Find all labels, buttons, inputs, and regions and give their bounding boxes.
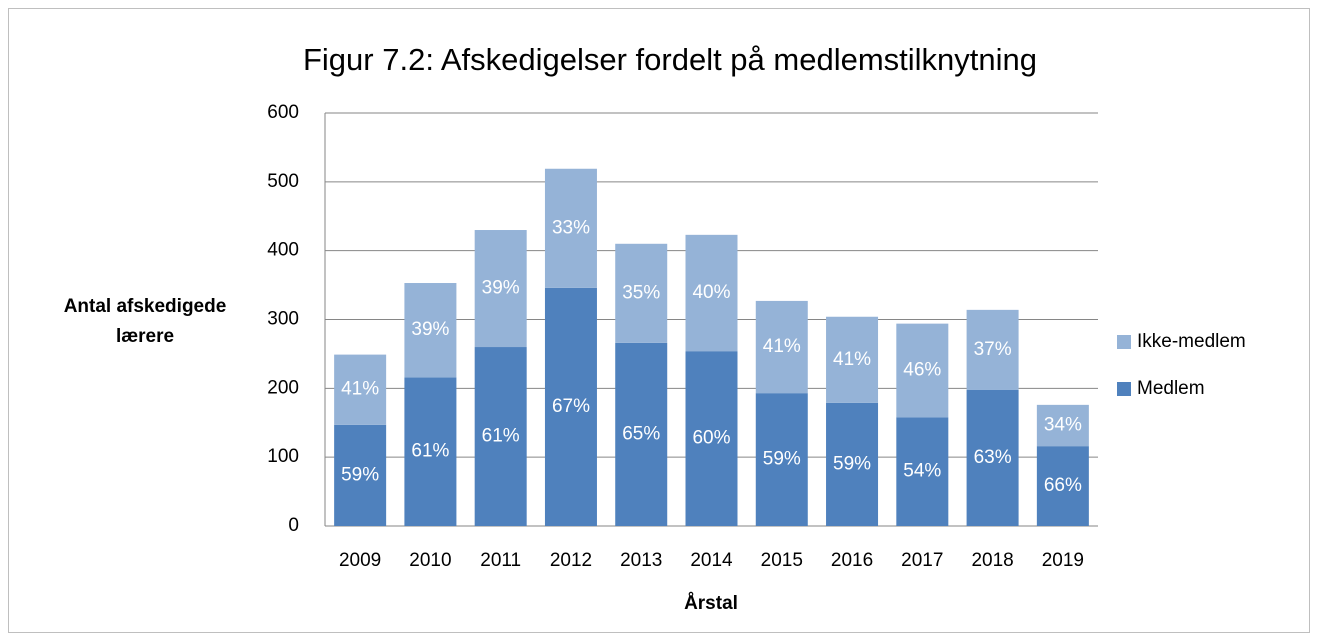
data-label: 35% xyxy=(622,282,660,303)
legend-swatch xyxy=(1117,382,1131,396)
bar-segment xyxy=(544,168,597,288)
data-label: 61% xyxy=(411,441,449,462)
x-axis-title: Årstal xyxy=(684,593,738,614)
x-tick-label: 2017 xyxy=(901,550,943,571)
bar-segment xyxy=(685,351,738,526)
bar-segment xyxy=(404,377,457,526)
x-tick-label: 2010 xyxy=(409,550,451,571)
data-label: 40% xyxy=(692,282,730,303)
bar-segment xyxy=(1036,404,1089,447)
data-label: 63% xyxy=(974,447,1012,468)
bar-segment xyxy=(755,300,808,394)
y-tick-label: 100 xyxy=(267,446,299,467)
x-tick-label: 2019 xyxy=(1042,550,1084,571)
data-label: 65% xyxy=(622,423,660,444)
y-tick-label: 400 xyxy=(267,240,299,261)
bar-segment xyxy=(474,230,527,348)
y-tick-label: 500 xyxy=(267,171,299,192)
x-tick-label: 2014 xyxy=(690,550,733,571)
bar-segment xyxy=(755,393,808,526)
y-axis-title: Antal afskedigede lærere xyxy=(63,296,227,347)
data-label: 61% xyxy=(482,426,520,447)
bar-segment xyxy=(966,309,1019,390)
data-label: 60% xyxy=(692,428,730,449)
bar-segment xyxy=(896,417,949,526)
x-tick-label: 2013 xyxy=(620,550,662,571)
bar-segment xyxy=(615,342,668,526)
bar-segment xyxy=(1036,446,1089,526)
y-tick-label: 300 xyxy=(267,309,299,330)
x-tick-label: 2012 xyxy=(550,550,592,571)
data-label: 41% xyxy=(341,379,379,400)
data-label: 54% xyxy=(903,461,941,482)
data-label: 41% xyxy=(833,349,871,370)
data-label: 59% xyxy=(763,449,801,470)
x-tick-label: 2015 xyxy=(761,550,803,571)
bar-segment xyxy=(334,354,387,425)
data-label: 41% xyxy=(763,336,801,357)
data-label: 67% xyxy=(552,396,590,417)
x-tick-label: 2016 xyxy=(831,550,873,571)
legend-label: Ikke-medlem xyxy=(1137,331,1246,352)
bar-segment xyxy=(896,323,949,418)
x-tick-label: 2011 xyxy=(480,550,521,571)
chart-frame xyxy=(8,8,1310,633)
x-tick-label: 2009 xyxy=(339,550,381,571)
bar-segment xyxy=(615,243,668,343)
data-label: 34% xyxy=(1044,415,1082,436)
bar-segment xyxy=(334,424,387,526)
y-tick-label: 200 xyxy=(267,377,299,398)
bar-segment xyxy=(826,316,879,403)
bar-segment xyxy=(404,283,457,378)
legend-label: Medlem xyxy=(1137,378,1205,399)
chart-title: Figur 7.2: Afskedigelser fordelt på medl… xyxy=(303,42,1037,77)
bar-segment xyxy=(474,347,527,526)
data-label: 59% xyxy=(833,453,871,474)
data-label: 39% xyxy=(411,319,449,340)
data-label: 46% xyxy=(903,359,941,380)
legend-swatch xyxy=(1117,335,1131,349)
data-label: 33% xyxy=(552,217,590,238)
bar-segment xyxy=(966,389,1019,526)
data-label: 66% xyxy=(1044,475,1082,496)
data-label: 37% xyxy=(974,339,1012,360)
x-tick-label: 2018 xyxy=(971,550,1013,571)
bar-segment xyxy=(544,287,597,526)
data-label: 39% xyxy=(482,278,520,299)
y-tick-label: 0 xyxy=(288,515,299,536)
bar-segment xyxy=(685,234,738,352)
data-label: 59% xyxy=(341,464,379,485)
bar-segment xyxy=(826,402,879,526)
y-tick-label: 600 xyxy=(267,102,299,123)
